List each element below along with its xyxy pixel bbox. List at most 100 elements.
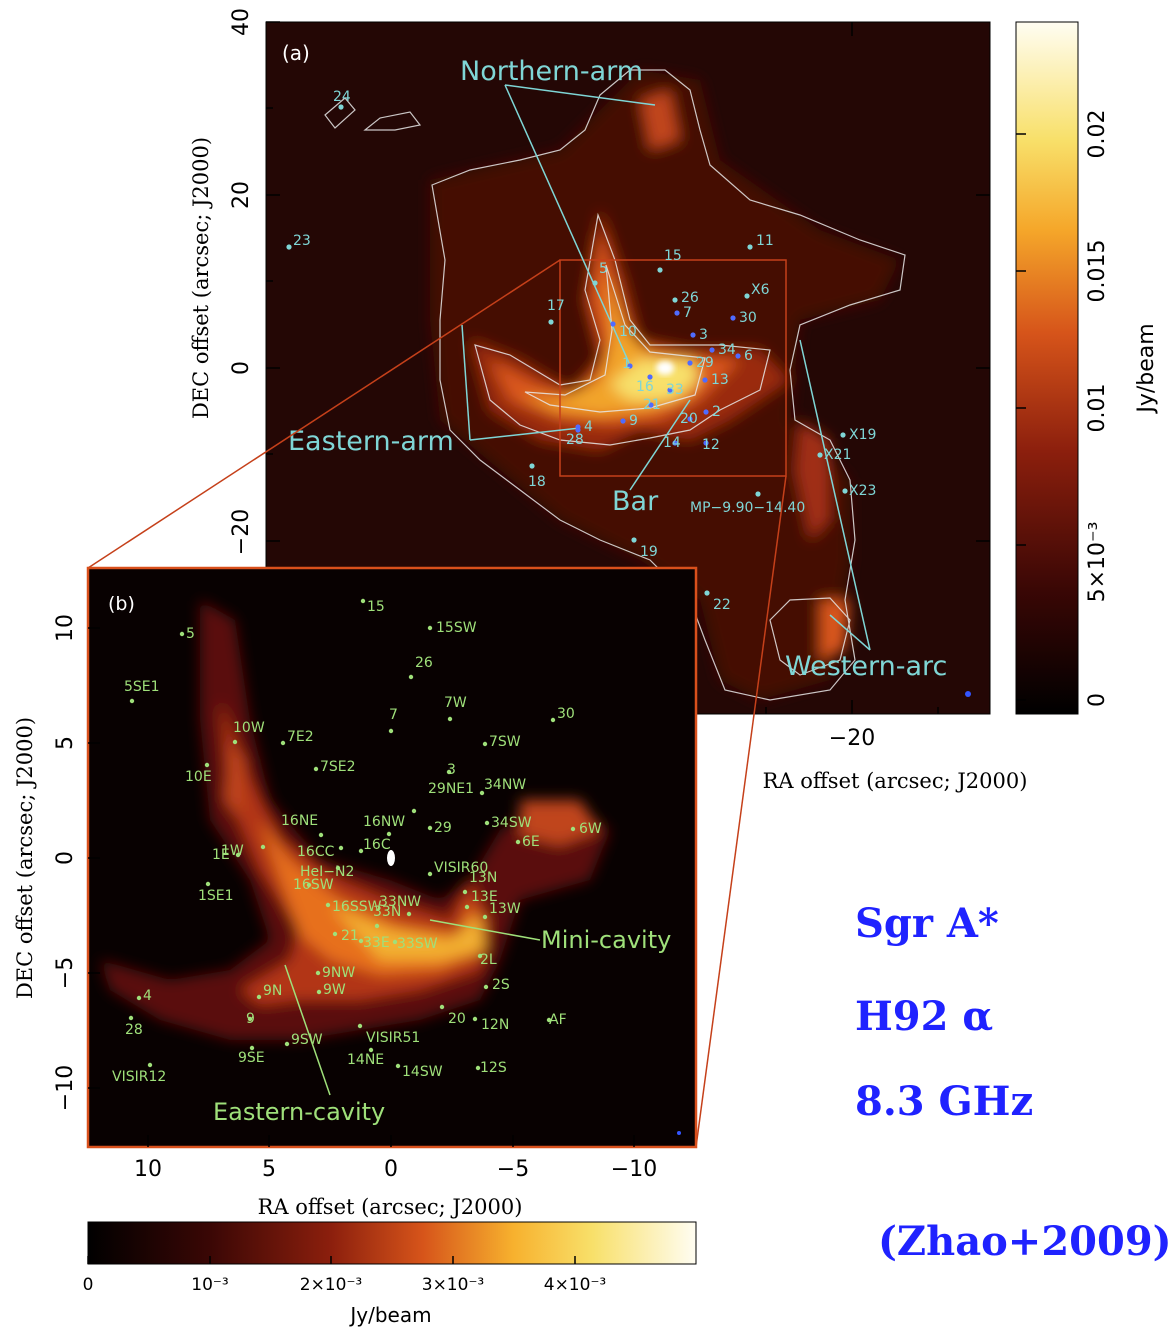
panel-b-colorbar: 0 10⁻³ 2×10⁻³ 3×10⁻³ 4×10⁻³ Jy/beam bbox=[83, 1221, 697, 1327]
source-b-label: 10E bbox=[185, 769, 212, 785]
panel-b-sources: 15 5 15SW 26 5SE1 10W 7W 30 7E2 7 10E 7SW 7SE2 3 34NW 2… bbox=[112, 598, 602, 1085]
source-b-label: 13W bbox=[489, 901, 521, 917]
source-b-label: 2L bbox=[480, 952, 497, 968]
panel-b: 10 5 0 −5 −10 10 5 0 −5 −10 RA offset (a… bbox=[13, 566, 698, 1219]
source-a-marker bbox=[548, 319, 554, 325]
panel-b-xtick-4: −10 bbox=[611, 1157, 657, 1182]
colorbar-a-gradient bbox=[1015, 21, 1079, 715]
source-a-label: X19 bbox=[849, 427, 876, 443]
source-b-marker bbox=[128, 1015, 134, 1021]
source-b-marker bbox=[325, 902, 331, 908]
source-b-marker bbox=[515, 839, 521, 845]
panel-b-xtick-2: 0 bbox=[384, 1157, 398, 1182]
source-b-label: 10W bbox=[233, 720, 265, 736]
source-b-label: VISIR51 bbox=[366, 1030, 420, 1046]
panel-b-label: (b) bbox=[108, 593, 135, 615]
source-b-label: 15 bbox=[367, 599, 385, 615]
source-a-marker bbox=[687, 360, 693, 366]
region-western-arc: Western-arc bbox=[785, 651, 947, 682]
region-northern-arm: Northern-arm bbox=[460, 56, 643, 87]
source-b-label: 7SW bbox=[489, 734, 521, 750]
source-b-label: 6W bbox=[579, 821, 602, 837]
colorbar-a-label: Jy/beam bbox=[1134, 323, 1159, 414]
source-b-marker bbox=[260, 844, 266, 850]
annotation-frequency: 8.3 GHz bbox=[855, 1078, 1033, 1125]
panel-b-ytick-4: −10 bbox=[53, 1065, 78, 1111]
panel-a-xtick-0: −20 bbox=[829, 726, 875, 751]
source-b-marker bbox=[427, 871, 433, 877]
panel-a-ytick-2: 0 bbox=[229, 361, 254, 375]
source-b-marker bbox=[235, 852, 241, 858]
colorbar-b-tick-3: 3×10⁻³ bbox=[422, 1275, 484, 1295]
source-a-label: 15 bbox=[664, 248, 682, 264]
source-b-marker bbox=[136, 995, 142, 1001]
source-b-label: 33NW bbox=[379, 894, 421, 910]
source-b-label: HeI−N2 bbox=[300, 864, 354, 880]
source-b-marker bbox=[358, 848, 364, 854]
colorbar-a-tick-4: 0.02 bbox=[1085, 110, 1110, 159]
source-b-label: 16CC bbox=[297, 844, 335, 860]
source-a-marker bbox=[575, 427, 581, 433]
source-a-label: 16 bbox=[636, 379, 654, 395]
source-b-marker bbox=[427, 625, 433, 631]
source-b-label: 33N bbox=[373, 904, 401, 920]
colorbar-a-tick-0: 0 bbox=[1085, 693, 1110, 707]
source-b-marker bbox=[338, 845, 344, 851]
annotation-target: Sgr A* bbox=[855, 900, 999, 947]
source-a-marker bbox=[529, 463, 535, 469]
source-a-label: 21 bbox=[643, 397, 661, 413]
source-b-label: 16C bbox=[363, 837, 391, 853]
source-b-marker bbox=[479, 790, 485, 796]
source-b-marker bbox=[374, 923, 380, 929]
source-a-label: 5 bbox=[599, 261, 608, 277]
source-b-marker bbox=[406, 911, 412, 917]
source-b-marker bbox=[392, 939, 398, 945]
source-b-label: 9SE bbox=[238, 1050, 265, 1066]
source-b-label: 5SE1 bbox=[124, 679, 160, 695]
panel-a-ytick-1: 20 bbox=[229, 181, 254, 209]
source-a-marker bbox=[744, 293, 750, 299]
region-bar: Bar bbox=[612, 486, 659, 517]
annotation-line: H92 α bbox=[855, 993, 993, 1040]
source-a-marker bbox=[338, 104, 344, 110]
source-a-label: 9 bbox=[629, 413, 638, 429]
source-b-marker bbox=[408, 674, 414, 680]
source-b-marker bbox=[546, 1017, 552, 1023]
panel-a-colorbar: 0 5×10⁻³ 0.01 0.015 0.02 Jy/beam bbox=[1015, 21, 1159, 715]
source-a-label: 1 bbox=[622, 356, 631, 372]
source-b-label: 29NE1 bbox=[428, 781, 474, 797]
panel-a: 40 20 0 −20 −20 RA offset (arcsec; J2000… bbox=[189, 8, 1027, 793]
source-b-label: 33SW bbox=[397, 936, 438, 952]
source-b-label: VISIR60 bbox=[434, 860, 488, 876]
annotation-reference: (Zhao+2009) bbox=[878, 1218, 1172, 1265]
source-b-marker bbox=[232, 739, 238, 745]
source-b-label: 15SW bbox=[436, 620, 477, 636]
source-b-label: 30 bbox=[557, 706, 575, 722]
source-b-marker bbox=[464, 904, 470, 910]
source-b-marker bbox=[368, 1047, 374, 1053]
source-b-label: 16NW bbox=[363, 814, 405, 830]
panel-b-ytick-3: −5 bbox=[53, 957, 78, 989]
source-a-label: 3 bbox=[699, 327, 708, 343]
source-a-marker bbox=[747, 244, 753, 250]
source-a-label: 17 bbox=[547, 298, 565, 314]
source-b-label: 34SW bbox=[491, 815, 532, 831]
source-b-marker bbox=[332, 931, 338, 937]
source-b-label: 7W bbox=[444, 695, 467, 711]
source-b-label: 13N bbox=[469, 870, 497, 886]
source-b-marker bbox=[427, 825, 433, 831]
source-b-marker bbox=[205, 881, 211, 887]
source-a-marker bbox=[704, 590, 710, 596]
source-a-label: 23 bbox=[293, 233, 311, 249]
source-a-label: 34 bbox=[718, 342, 736, 358]
source-a-marker bbox=[703, 440, 709, 446]
source-a-marker bbox=[674, 310, 680, 316]
source-a-label: 24 bbox=[333, 89, 351, 105]
source-b-label: 1SE1 bbox=[198, 888, 234, 904]
source-b-label: 7SE2 bbox=[320, 759, 356, 775]
source-b-label: 6E bbox=[522, 834, 540, 850]
source-a-label: 6 bbox=[744, 348, 753, 364]
source-b-marker bbox=[284, 1041, 290, 1047]
source-a-marker bbox=[672, 297, 678, 303]
